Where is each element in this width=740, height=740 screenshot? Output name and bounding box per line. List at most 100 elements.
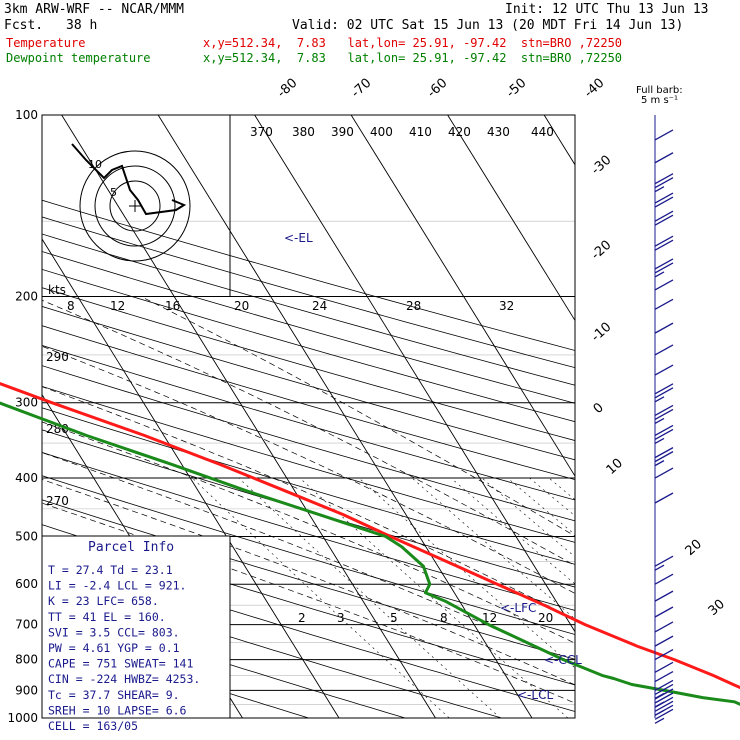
wind-barb <box>654 210 674 222</box>
wind-barb <box>654 344 674 356</box>
mixing-ratio-line <box>481 477 575 558</box>
isotherm-line <box>42 238 340 718</box>
mixing-ratio-label: 16 <box>165 299 180 313</box>
parcel-info-row: SVI = 3.5 CCL= 803. <box>48 625 180 639</box>
dry-adiabat-line <box>42 345 575 501</box>
dry-adiabat-line <box>42 325 575 481</box>
dry-adiabat-line <box>42 268 575 423</box>
isotherm-line <box>157 115 533 718</box>
wind-barb-half <box>654 437 665 445</box>
dry-adiabat-line <box>42 233 575 386</box>
wind-barb <box>654 173 674 185</box>
wind-barb <box>654 177 674 189</box>
parcel-info-box <box>41 535 231 719</box>
dewpoint-location-info: x,y=512.34, 7.83 lat,lon= 25.91, -97.42 … <box>203 51 623 65</box>
init-time: Init: 12 UTC Thu 13 Jun 13 <box>505 2 709 17</box>
wind-barb-half <box>654 396 665 403</box>
dry-adiabat-label: 420 <box>448 125 471 139</box>
wind-barb <box>654 670 674 683</box>
wind-barb <box>654 298 674 310</box>
forecast-hour: 38 h <box>66 18 98 33</box>
dry-adiabat-label: 290 <box>46 350 69 364</box>
dry-adiabat-line <box>42 475 575 635</box>
moist-adiabat-line <box>42 452 575 666</box>
wind-barb <box>654 467 674 479</box>
valid-time: Valid: 02 UTC Sat 15 Jun 13 (20 MDT Fri … <box>292 18 684 33</box>
dry-adiabat-line <box>42 306 575 461</box>
pressure-tick-label: 700 <box>15 618 38 632</box>
wind-barb <box>654 428 674 441</box>
temperature-legend-label: Temperature <box>6 36 86 50</box>
mixing-ratio-label: 32 <box>499 299 514 313</box>
lcl-marker: <-LCL <box>517 688 553 702</box>
forecast-label: Fcst. <box>4 18 44 33</box>
dry-adiabat-line <box>42 576 502 718</box>
mixing-ratio-line <box>548 477 575 501</box>
wind-barb <box>654 129 674 141</box>
wind-barb <box>654 621 674 633</box>
pressure-tick-label: 500 <box>15 529 38 543</box>
mixing-ratio-label: 5 <box>390 611 398 625</box>
lfc-marker: <-LFC <box>500 601 536 615</box>
isotherm-label: -30 <box>589 153 615 178</box>
dry-adiabat-line <box>42 287 575 441</box>
moist-adiabat-line <box>42 479 575 686</box>
parcel-info-row: Tc = 37.7 SHEAR= 9. <box>48 688 180 702</box>
moist-adiabat-line <box>42 502 575 704</box>
mixing-ratio-label: 12 <box>110 299 125 313</box>
wind-barb <box>654 196 674 208</box>
parcel-info-row: T = 27.4 Td = 23.1 <box>48 563 173 577</box>
wind-barb <box>654 692 674 704</box>
dry-adiabat-label: 370 <box>250 125 273 139</box>
dry-adiabat-label: 390 <box>331 125 354 139</box>
isotherm-label: 10 <box>604 456 626 478</box>
isotherm-label: -10 <box>589 320 615 345</box>
mixing-ratio-line <box>358 477 575 669</box>
wind-barb-half <box>654 417 665 425</box>
wind-barb <box>654 606 674 618</box>
hodograph-ring <box>94 165 176 247</box>
hodograph-ring <box>109 180 161 232</box>
wind-barb <box>654 279 674 291</box>
isotherm-line <box>254 115 575 633</box>
pressure-tick-label: 1000 <box>7 711 38 725</box>
pressure-tick-label: 200 <box>15 290 38 304</box>
wind-barb <box>654 235 674 247</box>
dry-adiabat-line <box>42 452 575 611</box>
wind-barb <box>654 700 674 712</box>
mixing-ratio-line <box>529 477 575 517</box>
wind-barb <box>654 573 674 585</box>
isotherm-label: 0 <box>591 400 607 417</box>
wind-barb <box>654 648 674 661</box>
isotherm-label: -80 <box>275 76 301 101</box>
wind-barb <box>654 590 674 602</box>
parcel-info-row: SREH = 10 LAPSE= 6.6 <box>48 703 187 717</box>
isotherm-label: 30 <box>706 597 728 619</box>
pressure-tick-label: 600 <box>15 577 38 591</box>
wind-barb <box>654 555 674 567</box>
moist-adiabat-line <box>42 421 575 644</box>
isotherm-label: -70 <box>349 76 375 101</box>
wind-barb-half <box>654 460 665 467</box>
wind-barb <box>654 424 674 437</box>
dry-adiabat-line <box>42 216 575 369</box>
mixing-ratio-line <box>450 477 575 585</box>
isotherm-line <box>61 115 436 718</box>
wind-barb <box>654 262 674 274</box>
wind-barb-half <box>654 186 665 193</box>
parcel-info-row: CELL = 163/05 <box>48 719 138 733</box>
wind-barb-half <box>654 709 665 716</box>
parcel-info-row: CAPE = 751 SWEAT= 141 <box>48 657 193 671</box>
mixing-ratio-label: 3 <box>337 611 345 625</box>
isotherm-label: -60 <box>425 76 451 101</box>
mixing-ratio-label: 20 <box>538 611 553 625</box>
wind-barb-half <box>654 271 665 278</box>
temperature-location-info: x,y=512.34, 7.83 lat,lon= 25.91, -97.42 … <box>203 36 623 50</box>
parcel-info-row: TT = 41 EL = 160. <box>48 610 166 624</box>
isotherm-label: -20 <box>589 238 615 263</box>
dry-adiabat-line <box>42 407 575 565</box>
dewpoint-legend-label: Dewpoint temperature <box>6 51 151 65</box>
wind-barb-half <box>654 717 665 724</box>
dry-adiabat-label: 430 <box>487 125 510 139</box>
parcel-info-row: CIN = -224 HWBZ= 4253. <box>48 672 200 686</box>
